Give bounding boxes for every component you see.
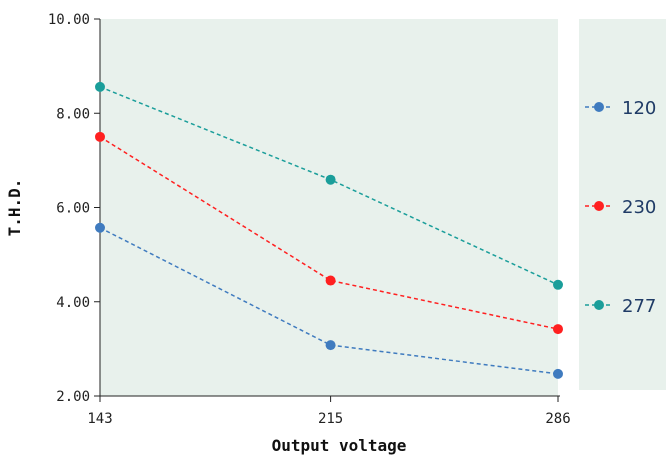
x-tick-label: 286	[545, 411, 570, 427]
data-point-230	[553, 324, 563, 335]
y-axis-title: T.H.D.	[5, 179, 24, 237]
x-tick-label: 215	[318, 411, 343, 427]
x-axis-ticks: 143 215 286	[87, 396, 571, 427]
y-axis-ticks: 2.00 4.00 6.00 8.00 10.00	[48, 12, 100, 405]
legend-label-120: 120	[622, 98, 656, 119]
data-point-277	[553, 279, 563, 290]
legend: 120 230 277	[585, 98, 656, 317]
data-point-120	[553, 368, 563, 379]
y-tick-label: 2.00	[56, 389, 90, 405]
data-point-230	[325, 275, 336, 286]
y-tick-label: 6.00	[56, 201, 90, 217]
legend-marker-120	[594, 102, 604, 112]
series-line-120	[99, 227, 559, 375]
data-point-230	[95, 131, 105, 142]
legend-label-277: 277	[622, 296, 656, 317]
y-tick-label: 10.00	[48, 12, 90, 28]
series-layer	[95, 81, 563, 379]
data-point-120	[95, 222, 105, 233]
x-axis-title: Output voltage	[272, 436, 407, 455]
legend-marker-230	[594, 201, 604, 211]
data-point-277	[95, 81, 105, 92]
legend-label-230: 230	[622, 197, 656, 218]
data-point-120	[325, 340, 336, 351]
legend-box	[579, 19, 666, 390]
y-tick-label: 8.00	[56, 106, 90, 122]
x-tick-label: 143	[87, 411, 112, 427]
data-point-277	[325, 174, 336, 185]
y-tick-label: 4.00	[56, 295, 90, 311]
legend-marker-277	[594, 300, 604, 310]
plot-area	[100, 19, 558, 396]
